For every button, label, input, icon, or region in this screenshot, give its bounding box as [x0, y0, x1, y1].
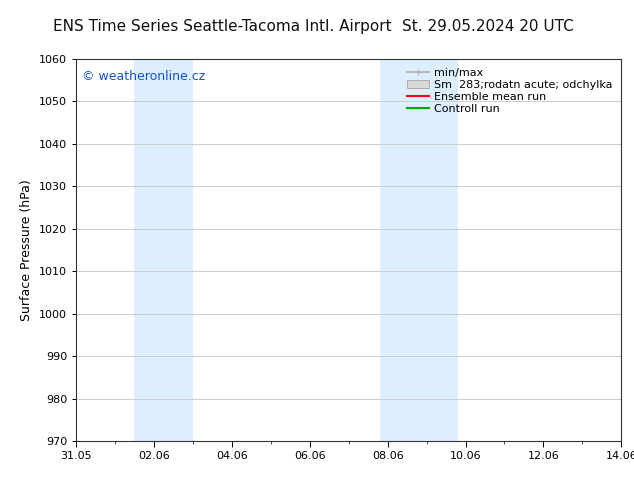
Bar [380, 59, 458, 441]
Text: St. 29.05.2024 20 UTC: St. 29.05.2024 20 UTC [403, 20, 574, 34]
Text: ENS Time Series Seattle-Tacoma Intl. Airport: ENS Time Series Seattle-Tacoma Intl. Air… [53, 20, 391, 34]
Bar [134, 59, 193, 441]
Text: © weatheronline.cz: © weatheronline.cz [82, 70, 205, 83]
Legend: min/max, Sm  283;rodatn acute; odchylka, Ensemble mean run, Controll run: min/max, Sm 283;rodatn acute; odchylka, … [404, 64, 616, 118]
Y-axis label: Surface Pressure (hPa): Surface Pressure (hPa) [20, 179, 34, 321]
